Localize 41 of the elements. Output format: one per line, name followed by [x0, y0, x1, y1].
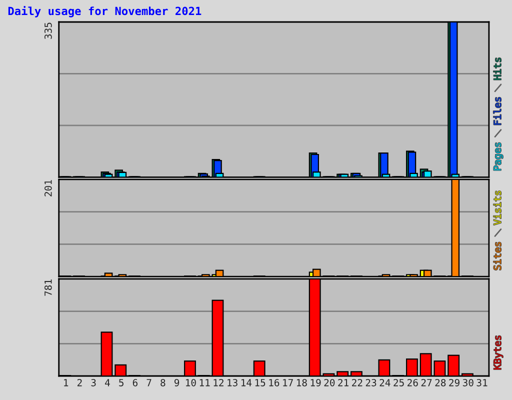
- x-tick-label: 18: [296, 379, 307, 386]
- x-tick-label: 20: [324, 379, 335, 386]
- x-tick-label: 12: [214, 379, 224, 386]
- text: 781: [44, 280, 52, 296]
- x-tick-label: 11: [200, 379, 210, 386]
- x-tick-label: 27: [421, 379, 432, 386]
- text: Visits: [494, 191, 502, 225]
- x-tick-label: 31: [476, 379, 488, 386]
- x-tick-label: 19: [310, 379, 321, 386]
- x-tick-label: 21: [338, 379, 348, 386]
- x-tick-label: 15: [255, 379, 266, 386]
- x-tick-label: 30: [462, 379, 474, 386]
- x-tick-label: 28: [435, 379, 446, 386]
- x-tick-label: 17: [283, 379, 293, 386]
- x-tick-label: 26: [408, 379, 418, 386]
- x-tick-label: 4: [104, 379, 110, 386]
- x-tick-label: 3: [91, 379, 96, 386]
- x-tick-label: 24: [380, 379, 390, 386]
- x-tick-label: 7: [146, 379, 152, 386]
- text: Sites: [494, 242, 502, 270]
- text: Hits: [494, 58, 502, 80]
- x-tick-label: 10: [186, 379, 196, 386]
- x-tick-label: 5: [119, 379, 124, 386]
- x-tick-label: 1: [64, 379, 68, 386]
- x-tick-label: 6: [132, 379, 138, 386]
- chart-title: Daily usage for November 2021: [8, 6, 202, 18]
- x-tick-label: 13: [228, 379, 238, 386]
- text: Pages: [494, 142, 503, 170]
- text: 335: [44, 22, 52, 39]
- text: 201: [44, 180, 52, 196]
- x-tick-label: 14: [241, 379, 252, 386]
- x-tick-label: 25: [394, 379, 404, 386]
- x-tick-label: 8: [160, 379, 166, 386]
- x-tick-label: 22: [352, 379, 362, 386]
- text: Files: [494, 97, 502, 125]
- x-tick-label: 2: [77, 379, 82, 386]
- x-tick-label: 23: [366, 379, 376, 386]
- x-tick-label: 16: [269, 379, 280, 386]
- x-tick-label: 9: [174, 379, 180, 386]
- x-tick-label: 29: [449, 379, 460, 386]
- text: KBytes: [494, 336, 503, 370]
